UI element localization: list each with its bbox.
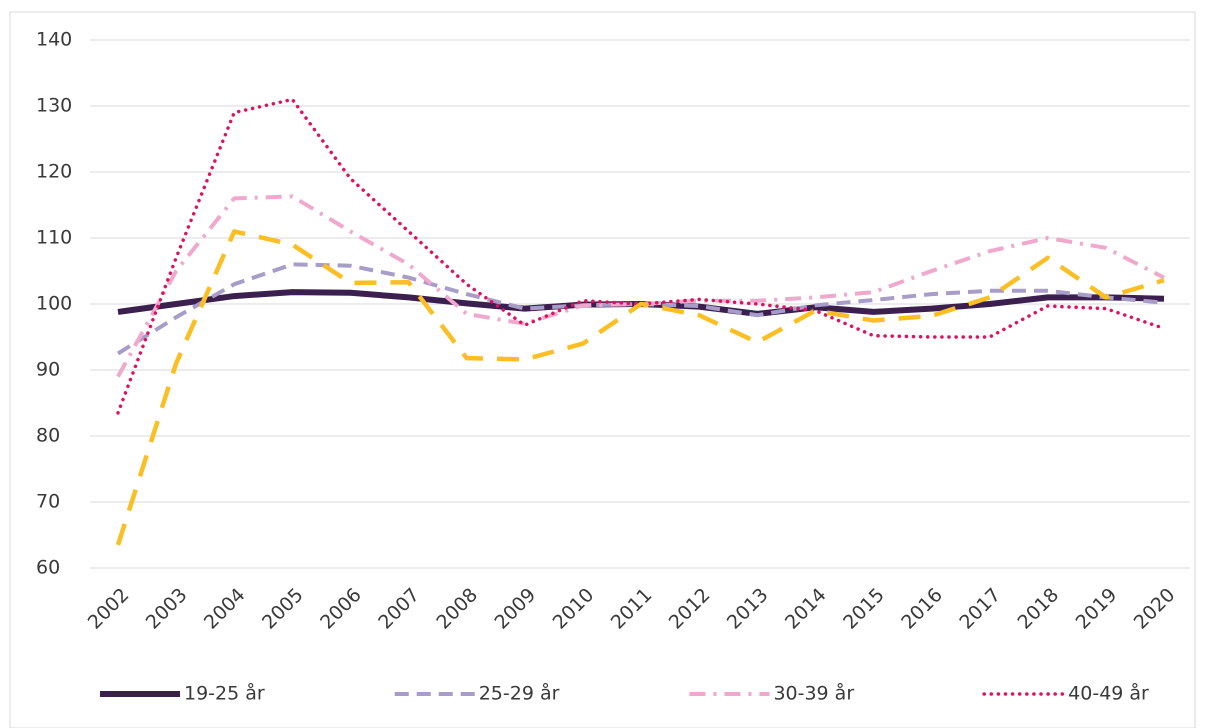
y-tick-label: 100 [36, 293, 72, 315]
y-tick-label: 130 [36, 95, 72, 117]
y-tick-label: 110 [36, 227, 72, 249]
y-tick-label: 60 [36, 557, 60, 579]
legend-label: 40-49 år [1068, 682, 1149, 705]
legend-label: 30-39 år [773, 682, 854, 705]
y-tick-label: 80 [36, 425, 60, 447]
legend-label: 25-29 år [479, 682, 560, 705]
y-tick-label: 70 [36, 491, 60, 513]
series-line [116, 194, 1165, 378]
y-tick-label: 140 [36, 29, 72, 51]
legend-label: 19-25 år [184, 682, 265, 705]
y-tick-label: 90 [36, 359, 60, 381]
y-tick-label: 120 [36, 161, 72, 183]
series-line [115, 229, 1165, 546]
